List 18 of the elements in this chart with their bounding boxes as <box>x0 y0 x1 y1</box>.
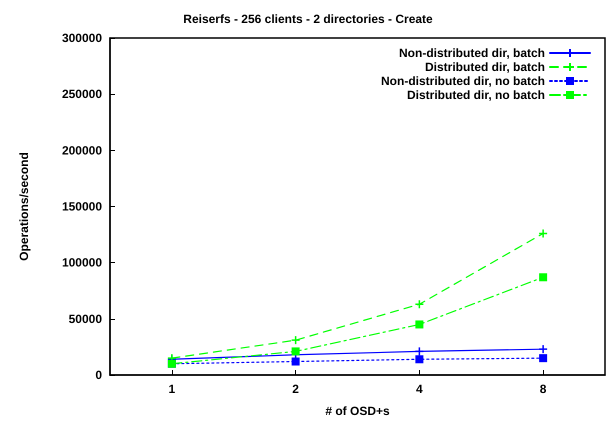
x-tick-label: 8 <box>540 382 547 396</box>
x-axis-title: # of OSD+s <box>325 404 390 418</box>
y-tick-label: 50000 <box>68 312 102 326</box>
x-tick-label: 2 <box>292 382 300 396</box>
legend-label: Non-distributed dir, no batch <box>381 74 545 88</box>
y-axis-title: Operations/second <box>17 152 31 261</box>
y-tick-label: 100000 <box>62 256 102 270</box>
y-tick-label: 0 <box>95 368 102 382</box>
y-tick-label: 150000 <box>62 200 102 214</box>
legend-label: Distributed dir, no batch <box>406 88 545 102</box>
y-tick-label: 250000 <box>62 87 102 102</box>
x-tick-label: 1 <box>168 382 176 396</box>
y-tick-label: 300000 <box>62 31 102 45</box>
y-tick-label: 200000 <box>62 143 102 158</box>
chart-title: Reiserfs - 256 clients - 2 directories - Create <box>183 12 434 26</box>
x-tick-label: 4 <box>416 382 424 396</box>
legend-label: Non-distributed dir, batch <box>399 46 545 60</box>
legend-label: Distributed dir, batch <box>424 60 545 74</box>
